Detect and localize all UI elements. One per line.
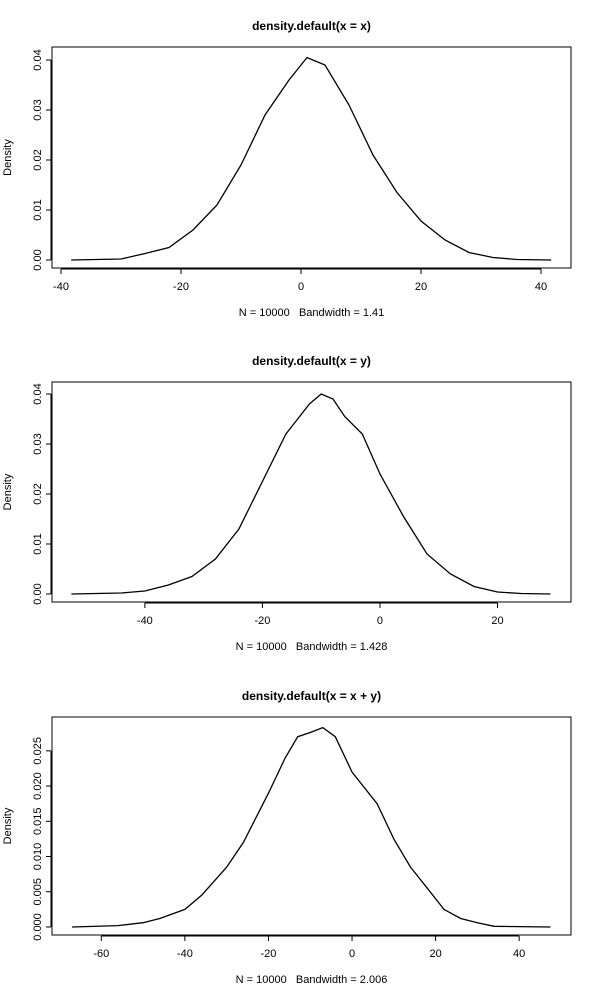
y-tick-label: 0.000 [32, 913, 44, 941]
y-tick-label: 0.02 [32, 149, 44, 170]
x-axis-label: N = 10000 Bandwidth = 2.006 [236, 974, 388, 986]
y-tick-label: 0.03 [32, 99, 44, 120]
x-tick-label: 0 [349, 948, 355, 960]
x-tick-label: -20 [254, 615, 270, 627]
y-tick-label: 0.005 [32, 878, 44, 906]
density-line [72, 726, 551, 928]
chart-title: density.default(x = x) [252, 19, 371, 33]
x-tick-label: -40 [53, 281, 69, 293]
x-axis-label: N = 10000 Bandwidth = 1.41 [239, 307, 385, 319]
y-tick-label: 0.04 [32, 49, 44, 70]
chart-title: density.default(x = x + y) [242, 689, 381, 703]
y-axis-label: Density [2, 807, 14, 844]
x-axis-label: N = 10000 Bandwidth = 1.428 [236, 641, 388, 653]
y-tick-label: 0.00 [32, 583, 44, 604]
plot-box [51, 46, 572, 269]
y-tick-label: 0.010 [32, 843, 44, 871]
y-tick-label: 0.015 [32, 808, 44, 836]
y-axis-label: Density [2, 139, 14, 176]
y-tick-label: 0.020 [32, 772, 44, 800]
x-tick-label: -20 [261, 948, 277, 960]
y-axis-label: Density [2, 473, 14, 510]
plot-box [51, 716, 572, 936]
density-line [71, 393, 551, 595]
x-tick-label: 40 [535, 281, 547, 293]
plot-box [51, 381, 572, 603]
x-tick-label: 40 [513, 948, 525, 960]
x-tick-label: 20 [415, 281, 427, 293]
x-tick-label: -20 [173, 281, 189, 293]
x-tick-label: 0 [298, 281, 304, 293]
x-tick-label: 0 [377, 615, 383, 627]
x-tick-label: 20 [429, 948, 441, 960]
y-tick-label: 0.00 [32, 249, 44, 270]
y-tick-label: 0.01 [32, 533, 44, 554]
chart-title: density.default(x = y) [252, 354, 371, 368]
y-tick-label: 0.01 [32, 199, 44, 220]
y-tick-label: 0.04 [32, 383, 44, 404]
x-tick-label: -40 [177, 948, 193, 960]
x-tick-label: -60 [93, 948, 109, 960]
y-tick-label: 0.03 [32, 433, 44, 454]
x-tick-label: 20 [491, 615, 503, 627]
y-tick-label: 0.02 [32, 483, 44, 504]
y-tick-label: 0.025 [32, 737, 44, 765]
density-line [71, 56, 552, 261]
x-tick-label: -40 [137, 615, 153, 627]
